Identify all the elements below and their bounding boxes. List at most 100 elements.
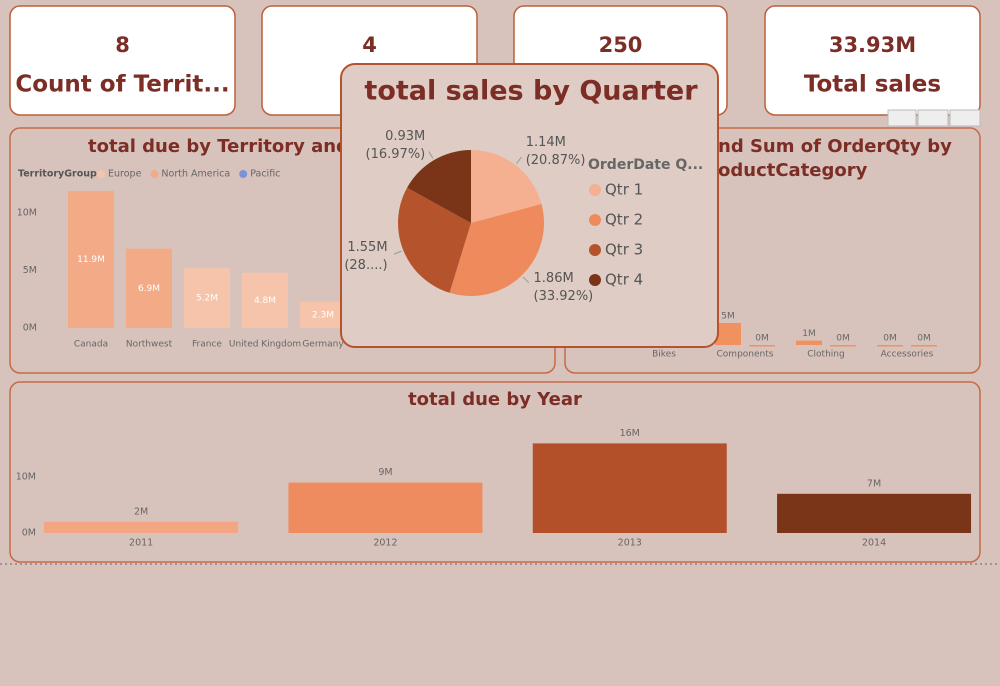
chart-subtitle: oductCategory — [718, 160, 868, 181]
legend-label: Qtr 2 — [605, 211, 643, 229]
legend-title: TerritoryGroup — [18, 169, 97, 180]
data-label: 7M — [867, 478, 881, 489]
pie-slice — [449, 203, 544, 297]
bar — [184, 268, 230, 328]
card-label: Count of Territ... — [15, 72, 229, 98]
pie-slice — [407, 150, 471, 223]
card-value: 33.93M — [829, 33, 916, 57]
bar — [242, 272, 288, 328]
card — [9, 5, 236, 116]
data-label: 2.3M — [312, 310, 334, 320]
data-label: 1.86M — [534, 271, 574, 286]
data-label: 1.14M — [526, 135, 566, 150]
y-tick-label: 10M — [17, 208, 37, 219]
legend-dot — [589, 244, 601, 256]
legend-dot — [589, 274, 601, 286]
quarter-popup: total sales by Quarter 1.14M (20.87%) 1.86M… — [340, 63, 719, 348]
leader-line — [522, 276, 530, 284]
bar — [777, 493, 972, 533]
bar — [300, 301, 346, 328]
bar — [877, 345, 903, 347]
panel — [9, 381, 981, 563]
card-value: 250 — [599, 33, 643, 57]
x-tick-label: Germany — [302, 340, 344, 350]
data-label: 1M — [802, 329, 816, 339]
pie-slice — [398, 187, 471, 293]
legend-title: OrderDate Q... — [588, 157, 703, 173]
bar — [796, 340, 822, 345]
card-label: Total sales — [804, 72, 941, 98]
x-tick-label: Canada — [74, 340, 108, 350]
x-tick-label: Northwest — [126, 340, 173, 350]
year-panel: total due by Year 0M 10M 2M 2011 9M 2012 16M 201… — [9, 381, 981, 563]
data-label: 0M — [755, 334, 769, 344]
data-label: 1.55M — [347, 240, 387, 255]
data-label: 5M — [721, 312, 735, 322]
percent-label: (33.92%) — [534, 289, 594, 304]
legend-label: Pacific — [250, 169, 280, 180]
legend-label: Qtr 4 — [605, 271, 643, 289]
bar — [749, 345, 775, 347]
data-label: 9M — [378, 467, 392, 478]
percent-label: (16.97%) — [366, 147, 426, 162]
legend-dot — [239, 170, 248, 178]
x-tick-label: 2012 — [373, 538, 397, 549]
leader-line — [393, 250, 402, 255]
data-label: 0.93M — [385, 129, 425, 144]
y-tick-label: 0M — [22, 528, 36, 539]
card — [764, 5, 981, 116]
data-label: 6.9M — [138, 284, 160, 294]
y-tick-label: 10M — [16, 472, 36, 483]
card-value: 4 — [362, 33, 377, 57]
data-label: 0M — [917, 334, 931, 344]
legend-dot — [589, 184, 601, 196]
bar — [715, 323, 741, 345]
x-tick-label: 2014 — [862, 538, 886, 549]
bar — [288, 482, 483, 533]
chart-title: total due by Territory and T — [88, 136, 368, 157]
bar — [532, 443, 727, 533]
bar — [68, 191, 114, 328]
leader-line — [428, 151, 434, 159]
bar — [911, 345, 937, 347]
legend-dot — [97, 170, 105, 178]
chart-title: total sales by Quarter — [364, 76, 698, 107]
x-tick-label: Bikes — [652, 350, 676, 360]
y-tick-label: 0M — [23, 323, 37, 334]
x-tick-label: Clothing — [807, 350, 844, 360]
data-label: 0M — [883, 334, 897, 344]
data-label: 2M — [134, 506, 148, 517]
x-tick-label: United Kingdom — [229, 340, 301, 350]
legend-dot — [150, 170, 159, 178]
x-tick-label: 2011 — [129, 538, 153, 549]
bar — [830, 345, 856, 347]
legend-label: Europe — [108, 169, 142, 180]
y-tick-label: 5M — [23, 265, 37, 276]
legend-label: Qtr 3 — [605, 241, 643, 259]
chart-title: nd Sum of OrderQty by — [718, 136, 952, 157]
leader-line — [516, 156, 522, 164]
data-label: 16M — [620, 428, 640, 439]
legend-label: North America — [161, 169, 230, 180]
icon[interactable] — [949, 109, 981, 127]
data-label: 11.9M — [77, 255, 105, 265]
percent-label: (28....) — [344, 258, 387, 273]
icon[interactable] — [917, 109, 949, 127]
percent-label: (20.87%) — [526, 153, 586, 168]
pie-slice — [471, 150, 542, 223]
data-label: 0M — [836, 334, 850, 344]
bar — [126, 248, 172, 328]
x-tick-label: Accessories — [881, 350, 934, 360]
data-label: 4.8M — [254, 296, 276, 306]
legend-label: Qtr 1 — [605, 181, 643, 199]
legend-dot — [589, 214, 601, 226]
icon[interactable] — [887, 109, 917, 127]
x-tick-label: Components — [717, 350, 774, 360]
card-value: 8 — [115, 33, 130, 57]
chart-title: total due by Year — [408, 389, 582, 410]
x-tick-label: France — [192, 340, 222, 350]
data-label: 5.2M — [196, 294, 218, 304]
bar — [44, 521, 239, 533]
